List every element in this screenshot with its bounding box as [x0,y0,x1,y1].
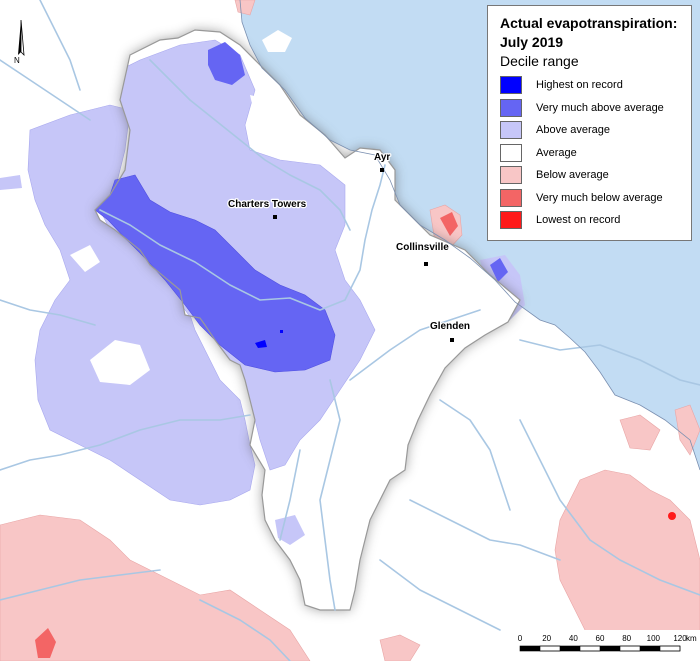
legend-label: Very much above average [536,101,664,114]
north-arrow: N [14,19,25,65]
legend-item: Average [500,142,681,165]
legend: Actual evapotranspiration: July 2019 Dec… [487,5,692,241]
scale-tick-label: 100 [647,634,661,643]
town-label: Collinsville [396,242,449,253]
north-label: N [14,56,20,65]
legend-swatch [500,98,522,117]
legend-label: Lowest on record [536,214,621,227]
average-hole [90,340,150,385]
town-marker [273,215,277,219]
legend-label: Above average [536,124,610,137]
north-arrow-icon [18,20,21,55]
town-label: Charters Towers [228,199,307,210]
town-glenden: Glenden [429,320,471,342]
scale-unit: km [686,634,697,643]
legend-title-line2: July 2019 [500,34,564,50]
island [262,30,292,52]
legend-subtitle: Decile range [500,53,579,69]
scale-tick-label: 60 [596,634,605,643]
basin-outline [94,29,521,611]
average-hole [70,245,100,272]
legend-swatch [500,143,522,162]
highest-record-patch [280,330,283,333]
legend-title-line1: Actual evapotranspiration: [500,15,678,31]
legend-swatch [500,166,522,185]
legend-label: Average [536,146,577,159]
legend-label: Very much below average [536,191,663,204]
legend-label: Highest on record [536,79,623,92]
legend-swatch [500,121,522,140]
scale-tick-label: 20 [542,634,551,643]
coastline [239,0,700,471]
town-ayr: Ayr [373,151,392,172]
very-much-below-patch [35,628,56,658]
town-label: Glenden [430,321,470,332]
legend-swatch [500,188,522,207]
very-much-above-patch-north [208,42,245,85]
legend-swatch [500,76,522,95]
legend-item: Below average [500,164,681,187]
above-average-patch [0,175,22,190]
scale-bar: 0 20 40 60 80 100 120 km [508,630,700,661]
very-much-above-patch-east [490,258,508,282]
scale-tick-label: 0 [518,634,523,643]
town-marker [380,168,384,172]
town-label: Ayr [374,152,390,163]
legend-swatch [500,211,522,230]
lowest-record-patch [668,512,676,520]
legend-item: Very much above average [500,97,681,120]
scale-tick-label: 120 [673,634,687,643]
scale-tick-label: 80 [622,634,631,643]
very-much-below-patch [440,212,458,236]
legend-label: Below average [536,169,609,182]
legend-item: Very much below average [500,187,681,210]
average-hole [250,95,275,130]
above-average-patch [275,515,305,545]
legend-item: Lowest on record [500,209,681,232]
scale-tick-label: 40 [569,634,578,643]
highest-record-patch [255,340,267,348]
town-marker [450,338,454,342]
town-charters-towers: Charters Towers [227,198,308,219]
town-marker [424,262,428,266]
legend-item: Above average [500,119,681,142]
town-collinsville: Collinsville [395,241,450,266]
legend-item: Highest on record [500,74,681,97]
